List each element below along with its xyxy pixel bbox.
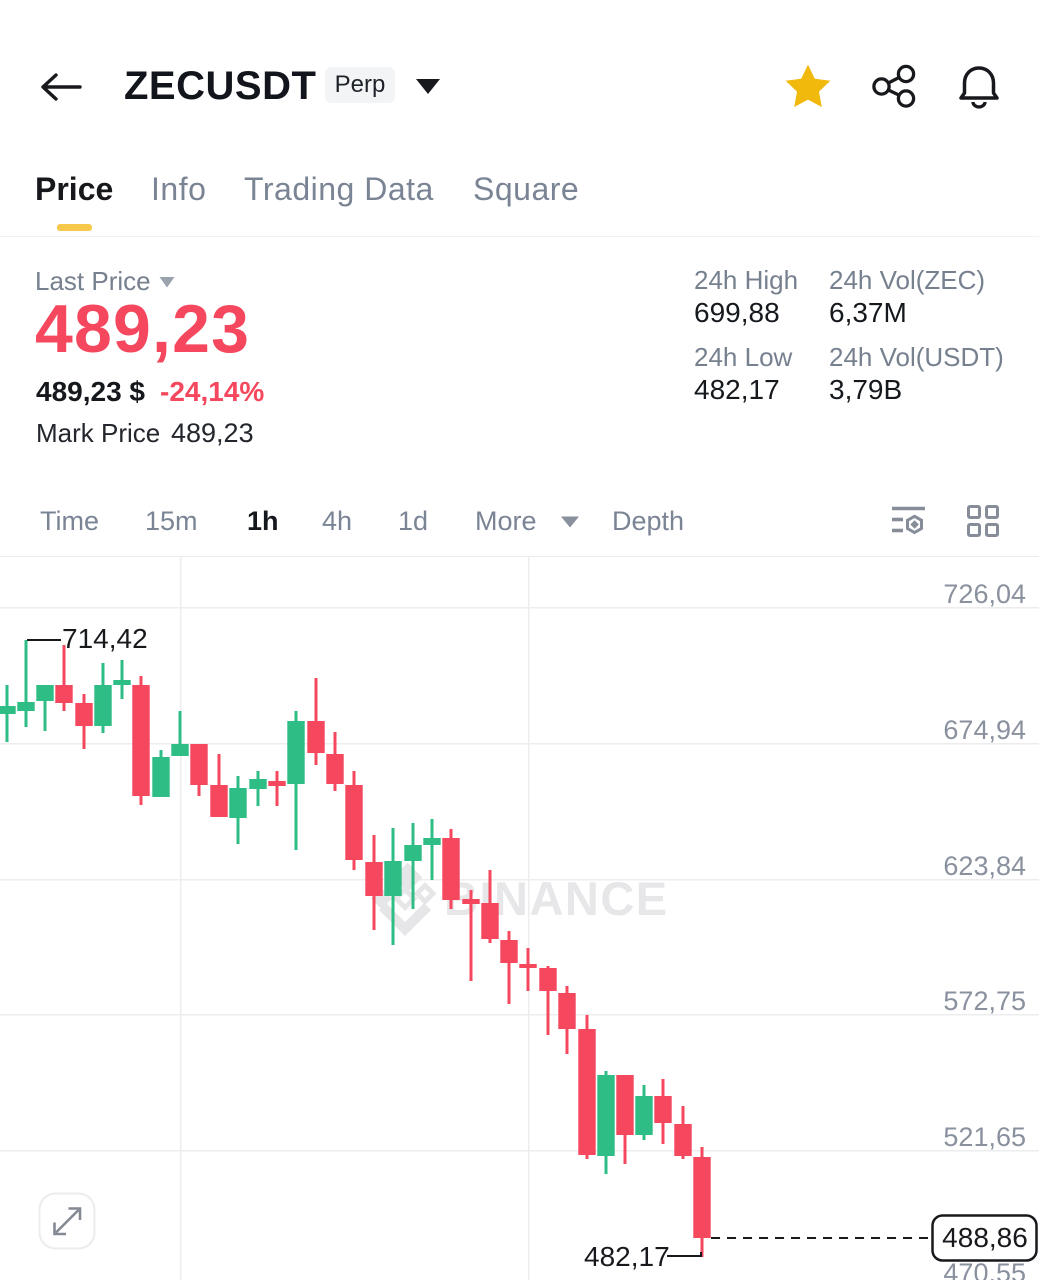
svg-text:482,17: 482,17 [584,1241,670,1272]
svg-text:488,86: 488,86 [942,1222,1028,1253]
svg-text:623,84: 623,84 [943,851,1026,881]
svg-text:572,75: 572,75 [943,986,1026,1016]
svg-text:726,04: 726,04 [943,579,1026,609]
svg-text:470,55: 470,55 [943,1258,1026,1280]
svg-text:521,65: 521,65 [943,1122,1026,1152]
svg-text:674,94: 674,94 [943,715,1026,745]
svg-text:714,42: 714,42 [62,623,148,654]
svg-text:BINANCE: BINANCE [444,872,669,925]
